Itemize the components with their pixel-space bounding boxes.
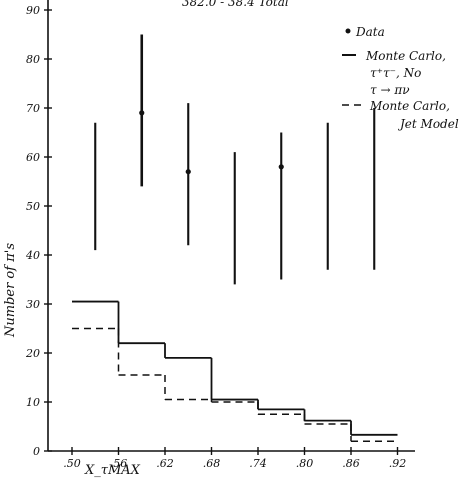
x-tick-label: .86 (342, 457, 360, 470)
y-tick-label: 90 (26, 4, 40, 17)
x-axis-ticks: .50 .56 .62 .68 .74 .80 .86 .92 (63, 447, 406, 470)
y-axis-title: Number of π's (3, 243, 18, 338)
legend-mc1-line2: τ⁺τ⁻, No (370, 66, 421, 80)
x-tick-label: .68 (203, 457, 221, 470)
data-point (278, 164, 284, 170)
x-axis-title: X_τMAX (84, 463, 141, 478)
y-tick-label: 50 (26, 200, 40, 213)
x-tick-label: .74 (249, 457, 267, 470)
y-tick-label: 20 (25, 347, 40, 360)
legend-data-marker (345, 28, 351, 34)
y-tick-label: 60 (26, 151, 40, 164)
x-tick-label: .56 (110, 457, 128, 470)
histogram-jet-model (72, 327, 398, 442)
y-tick-label: 40 (25, 249, 40, 262)
header-area: 382.0 - 38.4 Total (182, 0, 289, 9)
x-tick-label: .80 (296, 457, 314, 470)
legend-mc2-line1: Monte Carlo, (369, 99, 450, 113)
legend-mc1-line1: Monte Carlo, (365, 49, 446, 63)
histogram-tau-pair (72, 300, 398, 436)
y-tick-label: 10 (26, 396, 40, 409)
x-tick-label: .50 (63, 457, 81, 470)
axis-titles: Number of π's X_τMAX (3, 243, 141, 478)
legend-mc2-line2: Jet Model (397, 117, 459, 131)
legend: Data Monte Carlo, τ⁺τ⁻, No τ → πν Monte … (342, 25, 459, 131)
data-point (185, 169, 191, 175)
data-point (139, 110, 145, 116)
plot-area: 0 10 20 30 40 50 60 70 80 90 .50 .56 .62 .68 .74 .80 .8… (25, 0, 415, 470)
y-tick-label: 70 (26, 102, 40, 115)
data-error-bars (94, 34, 376, 285)
y-tick-label: 80 (26, 53, 40, 66)
y-tick-label: 0 (33, 445, 40, 458)
x-tick-label: .92 (389, 457, 407, 470)
legend-mc1-line3: τ → πν (370, 83, 410, 97)
header-text: 382.0 - 38.4 Total (182, 0, 289, 9)
legend-data-label: Data (355, 25, 385, 39)
x-tick-label: .62 (156, 457, 174, 470)
y-axis-ticks: 0 10 20 30 40 50 60 70 80 90 (25, 4, 52, 458)
y-tick-label: 30 (26, 298, 40, 311)
